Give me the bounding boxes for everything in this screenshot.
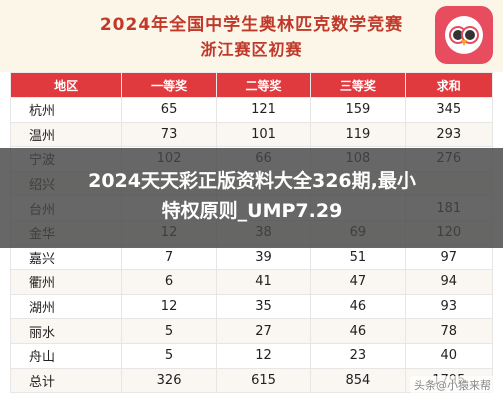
table-row: 舟山 5 12 23 40 [9, 342, 494, 369]
page-subtitle: 浙江赛区初赛 [200, 40, 303, 59]
value-cell: 12 [121, 293, 217, 320]
value-cell: 121 [215, 97, 312, 123]
headline-line-1: 2024天天彩正版资料大全326期,最小 [88, 170, 416, 192]
table-row: 湖州 12 35 46 93 [9, 293, 494, 320]
value-cell: 47 [310, 269, 406, 295]
region-cell: 杭州 [9, 97, 123, 123]
value-cell: 159 [310, 97, 406, 123]
region-cell: 嘉兴 [9, 244, 123, 271]
table-header-row: 地区 一等奖 二等奖 三等奖 求和 [9, 72, 494, 98]
value-cell: 35 [215, 293, 312, 320]
value-cell: 39 [215, 244, 312, 271]
table-row: 丽水 5 27 46 78 [9, 318, 494, 344]
value-cell: 41 [215, 269, 312, 295]
value-cell: 119 [310, 121, 406, 148]
column-header: 一等奖 [121, 72, 217, 98]
value-cell: 46 [310, 318, 406, 344]
region-cell: 温州 [9, 121, 123, 148]
value-cell: 94 [404, 269, 494, 295]
value-cell: 93 [404, 293, 494, 320]
value-cell: 23 [310, 342, 406, 369]
headline-text: 2024天天彩正版资料大全326期,最小 特权原则_UMP7.29 [14, 166, 490, 226]
value-cell: 326 [121, 367, 217, 394]
column-header: 地区 [9, 72, 123, 98]
column-header: 三等奖 [310, 72, 406, 98]
column-header: 求和 [404, 72, 494, 98]
region-cell: 总计 [9, 367, 123, 394]
value-cell: 5 [121, 318, 217, 344]
value-cell: 615 [215, 367, 312, 394]
owl-logo-icon [435, 6, 493, 64]
value-cell: 97 [404, 244, 494, 271]
value-cell: 345 [404, 97, 494, 123]
table-row: 嘉兴 7 39 51 97 [9, 244, 494, 271]
value-cell: 101 [215, 121, 312, 148]
value-cell: 27 [215, 318, 312, 344]
value-cell: 5 [121, 342, 217, 369]
value-cell: 73 [121, 121, 217, 148]
headline-overlay: 2024天天彩正版资料大全326期,最小 特权原则_UMP7.29 [0, 148, 503, 248]
value-cell: 854 [310, 367, 406, 394]
value-cell: 40 [404, 342, 494, 369]
page-title: 2024年全国中学生奥林匹克数学竞赛 [99, 15, 404, 35]
value-cell: 12 [215, 342, 312, 369]
table-row: 温州 73 101 119 293 [9, 121, 494, 148]
value-cell: 78 [404, 318, 494, 344]
value-cell: 51 [310, 244, 406, 271]
region-cell: 衢州 [9, 269, 123, 295]
value-cell: 65 [121, 97, 217, 123]
region-cell: 舟山 [9, 342, 123, 369]
table-row: 衢州 6 41 47 94 [9, 269, 494, 295]
value-cell: 7 [121, 244, 217, 271]
value-cell: 46 [310, 293, 406, 320]
page-header: 2024年全国中学生奥林匹克数学竞赛 浙江赛区初赛 [0, 0, 503, 72]
headline-line-2: 特权原则_UMP7.29 [161, 200, 343, 222]
value-cell: 293 [404, 121, 494, 148]
watermark: 头条@小猿来帮 [410, 376, 495, 394]
value-cell: 6 [121, 269, 217, 295]
column-header: 二等奖 [215, 72, 312, 98]
region-cell: 丽水 [9, 318, 123, 344]
table-row: 杭州 65 121 159 345 [9, 97, 494, 123]
region-cell: 湖州 [9, 293, 123, 320]
